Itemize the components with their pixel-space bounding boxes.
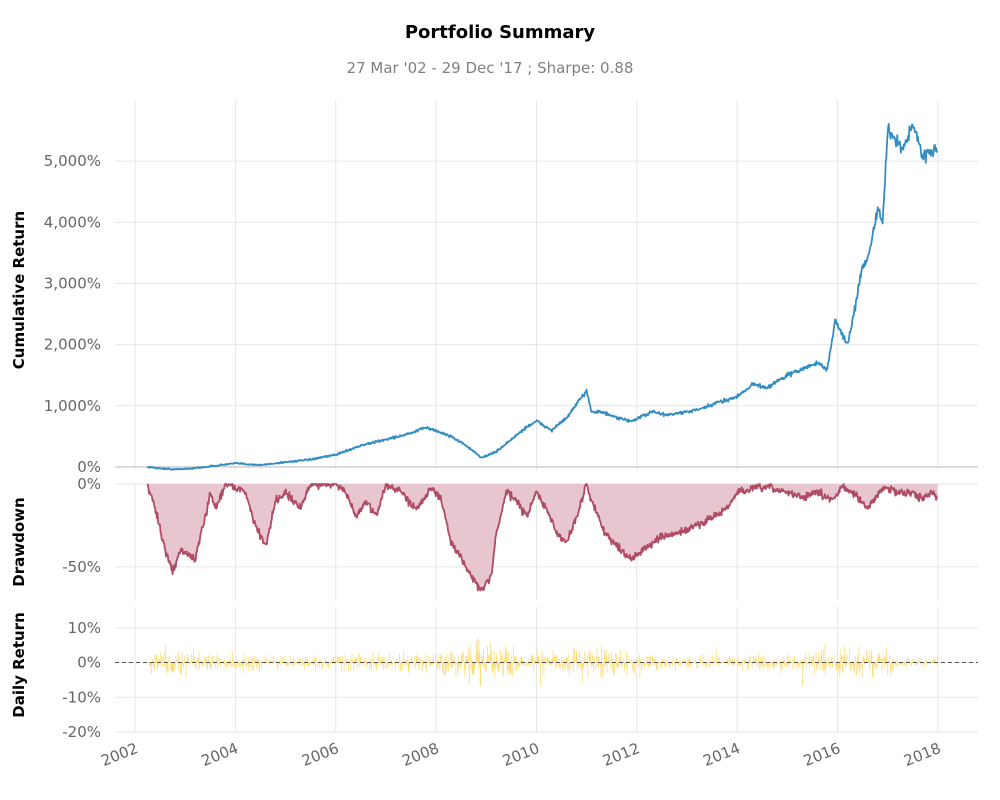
drawdown-panel: 0% -50% Drawdown bbox=[10, 475, 978, 600]
cumulative-y-tick-label: 3,000% bbox=[44, 274, 101, 292]
drawdown-area bbox=[147, 484, 938, 591]
drawdown-line bbox=[146, 483, 939, 592]
daily-y-tick-label: 10% bbox=[68, 619, 101, 637]
x-tick-label: 2014 bbox=[701, 739, 743, 770]
drawdown-ylabel: Drawdown bbox=[10, 497, 28, 586]
cumulative-y-tick-label: 5,000% bbox=[44, 152, 101, 170]
cumulative-return-line bbox=[146, 123, 938, 471]
x-tick-label: 2018 bbox=[901, 739, 943, 770]
daily-y-tick-label: -20% bbox=[62, 723, 101, 741]
x-tick-label: 2010 bbox=[500, 739, 542, 770]
chart-title: Portfolio Summary bbox=[405, 22, 596, 43]
x-tick-label: 2012 bbox=[600, 739, 642, 770]
x-tick-label: 2006 bbox=[299, 739, 341, 770]
x-tick-label: 2016 bbox=[801, 739, 843, 770]
cumulative-return-ylabel: Cumulative Return bbox=[10, 211, 28, 369]
chart-subtitle: 27 Mar '02 - 29 Dec '17 ; Sharpe: 0.88 bbox=[347, 59, 634, 77]
daily-return-ylabel: Daily Return bbox=[10, 612, 28, 718]
x-tick-label: 2004 bbox=[199, 739, 241, 770]
cumulative-y-tick-label: 2,000% bbox=[44, 336, 101, 354]
daily-y-tick-label: -10% bbox=[62, 688, 101, 706]
cumulative-return-panel: 0% 1,000% 2,000% 3,000% 4,000% 5,000% Cumulat… bbox=[10, 100, 978, 476]
cumulative-y-tick-label: 0% bbox=[77, 458, 101, 476]
daily-y-tick-label: 0% bbox=[77, 654, 101, 672]
drawdown-y-tick-label: -50% bbox=[62, 558, 101, 576]
cumulative-y-tick-label: 4,000% bbox=[44, 213, 101, 231]
x-tick-label: 2008 bbox=[399, 739, 441, 770]
cumulative-y-tick-label: 1,000% bbox=[44, 397, 101, 415]
x-tick-label: 2002 bbox=[98, 739, 140, 770]
daily-return-panel: 10% 0% -10% -20% Daily Return bbox=[10, 607, 978, 741]
drawdown-y-tick-label: 0% bbox=[77, 475, 101, 493]
x-axis: 2002 2004 2006 2008 2010 2012 2014 2016 2018 bbox=[98, 739, 943, 770]
